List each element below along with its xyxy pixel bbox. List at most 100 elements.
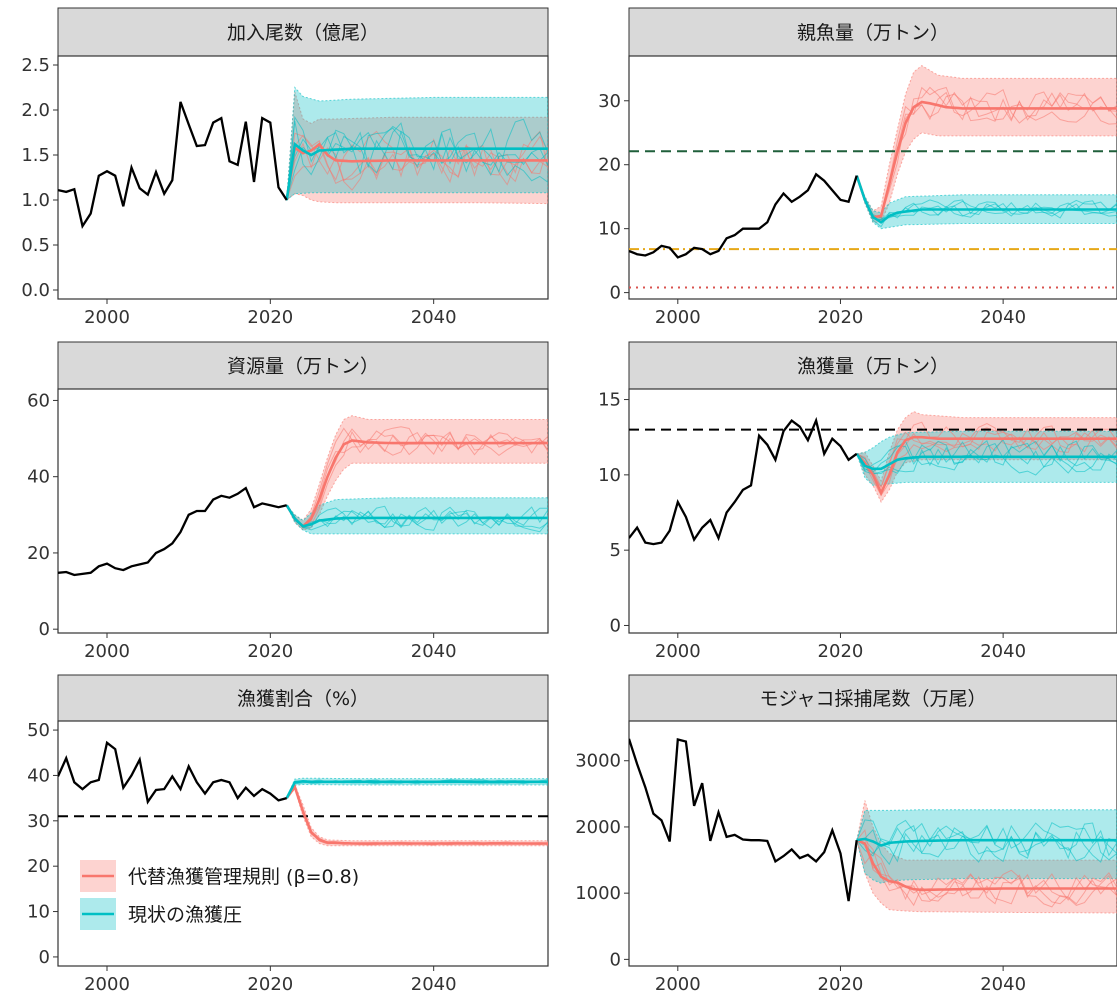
y-tick-label: 20 bbox=[27, 856, 50, 877]
panel-strip bbox=[628, 674, 1117, 722]
alt-ribbon bbox=[286, 783, 548, 847]
alt-simulation-trace bbox=[286, 130, 548, 201]
y-tick-label: 10 bbox=[598, 219, 621, 240]
cur-median-line bbox=[855, 453, 1117, 471]
plot-area bbox=[629, 411, 1117, 546]
plot-area bbox=[58, 740, 548, 847]
panel-title: 漁獲割合（%） bbox=[237, 688, 369, 710]
panel-title: 親魚量（万トン） bbox=[797, 22, 949, 44]
panel-2: 親魚量（万トン） 0 10 20 30 2000 2020 2040 bbox=[598, 7, 1117, 328]
y-tick-label: 0 bbox=[39, 619, 50, 640]
panel-6: モジャコ採捕尾数（万尾） 0 1000 2000 3000 2000 2020 2040 bbox=[575, 674, 1117, 995]
panel-title: モジャコ採捕尾数（万尾） bbox=[759, 688, 986, 710]
cur-median-line bbox=[285, 504, 548, 528]
legend: 代替漁獲管理規則 (β=0.8) 現状の漁獲圧 bbox=[80, 860, 359, 930]
x-tick-label: 2000 bbox=[655, 974, 701, 995]
history-line bbox=[629, 416, 858, 546]
cur-simulation-trace bbox=[856, 442, 1117, 475]
alt-simulation-trace bbox=[286, 427, 548, 528]
panel-area bbox=[628, 55, 1117, 300]
y-tick-label: 10 bbox=[27, 902, 50, 923]
cur-median-line bbox=[285, 779, 548, 799]
y-tick-label: 30 bbox=[27, 811, 50, 832]
panel-4: 漁獲量（万トン） 0 5 10 15 2000 2020 2040 bbox=[598, 341, 1117, 662]
cur-simulation-trace bbox=[856, 175, 1117, 221]
alt-median-line bbox=[285, 142, 548, 201]
alt-simulation-trace bbox=[856, 840, 1117, 905]
x-tick-label: 2040 bbox=[980, 974, 1026, 995]
panel-1: 加入尾数（億尾） 0.0 0.5 1.0 1.5 2.0 2.5 2000 2020 2040 bbox=[21, 7, 549, 328]
cur-median-line bbox=[285, 141, 548, 201]
cur-simulation-trace bbox=[856, 439, 1117, 474]
y-tick-label: 0 bbox=[610, 615, 621, 636]
y-tick-label: 40 bbox=[27, 765, 50, 786]
plot-area bbox=[58, 415, 548, 577]
alt-ribbon bbox=[856, 800, 1117, 914]
y-tick-label: 0 bbox=[610, 283, 621, 304]
alt-median-line bbox=[285, 783, 548, 845]
x-tick-label: 2000 bbox=[84, 974, 130, 995]
x-tick-label: 2020 bbox=[818, 641, 864, 662]
x-tick-label: 2020 bbox=[818, 307, 864, 328]
panel-title: 資源量（万トン） bbox=[227, 356, 379, 378]
y-tick-label: 1000 bbox=[575, 883, 621, 904]
x-tick-label: 2020 bbox=[247, 641, 293, 662]
legend-label: 現状の漁獲圧 bbox=[128, 904, 242, 926]
y-tick-label: 1.0 bbox=[21, 190, 50, 211]
x-tick-label: 2040 bbox=[980, 641, 1026, 662]
y-tick-label: 3000 bbox=[575, 751, 621, 772]
panel-5: 漁獲割合（%） 0 10 20 30 40 50 2000 2020 2040 bbox=[27, 674, 549, 995]
history-line bbox=[629, 738, 858, 902]
cur-median-line bbox=[855, 175, 1117, 224]
y-tick-label: 10 bbox=[598, 465, 621, 486]
plot-area bbox=[629, 738, 1117, 914]
cur-simulation-trace bbox=[856, 175, 1117, 221]
y-tick-label: 2.0 bbox=[21, 100, 50, 121]
alt-simulation-trace bbox=[856, 86, 1117, 219]
y-tick-label: 20 bbox=[598, 155, 621, 176]
panel-strip bbox=[628, 341, 1117, 390]
y-tick-label: 30 bbox=[598, 91, 621, 112]
x-tick-label: 2040 bbox=[411, 974, 457, 995]
alt-simulation-trace bbox=[856, 93, 1117, 217]
cur-simulation-trace bbox=[286, 121, 548, 201]
x-tick-label: 2000 bbox=[84, 307, 130, 328]
y-tick-label: 50 bbox=[27, 720, 50, 741]
x-tick-label: 2020 bbox=[247, 307, 293, 328]
history-line bbox=[58, 101, 288, 230]
panel-strip bbox=[57, 674, 549, 722]
cur-simulation-trace bbox=[856, 819, 1117, 863]
alt-simulation-trace bbox=[856, 427, 1117, 489]
x-tick-label: 2040 bbox=[411, 307, 457, 328]
x-tick-label: 2000 bbox=[655, 307, 701, 328]
y-tick-label: 40 bbox=[27, 467, 50, 488]
history-line bbox=[58, 740, 288, 805]
panel-strip bbox=[57, 341, 549, 390]
alt-simulation-trace bbox=[856, 829, 1117, 908]
cur-simulation-trace bbox=[286, 118, 548, 201]
y-tick-label: 2000 bbox=[575, 817, 621, 838]
alt-median-line bbox=[856, 838, 1117, 892]
y-tick-label: 0 bbox=[610, 949, 621, 970]
history-line bbox=[58, 486, 287, 577]
y-tick-label: 5 bbox=[610, 540, 621, 561]
y-tick-label: 20 bbox=[27, 543, 50, 564]
alt-simulation-trace bbox=[856, 425, 1117, 497]
x-tick-label: 2020 bbox=[247, 974, 293, 995]
alt-median-line bbox=[855, 435, 1117, 497]
y-tick-label: 2.5 bbox=[21, 55, 50, 76]
y-tick-label: 1.5 bbox=[21, 145, 50, 166]
panel-strip bbox=[628, 7, 1117, 57]
cur-simulation-trace bbox=[286, 115, 548, 201]
y-tick-label: 15 bbox=[598, 390, 621, 411]
alt-median-line bbox=[855, 100, 1117, 219]
legend-label: 代替漁獲管理規則 (β=0.8) bbox=[128, 866, 359, 888]
panel-title: 加入尾数（億尾） bbox=[227, 22, 379, 44]
panel-strip bbox=[57, 7, 549, 57]
y-tick-label: 0.0 bbox=[21, 280, 50, 301]
cur-simulation-trace bbox=[856, 441, 1117, 476]
x-tick-label: 2000 bbox=[655, 641, 701, 662]
y-tick-label: 0 bbox=[39, 947, 50, 968]
cur-simulation-trace bbox=[856, 821, 1117, 863]
